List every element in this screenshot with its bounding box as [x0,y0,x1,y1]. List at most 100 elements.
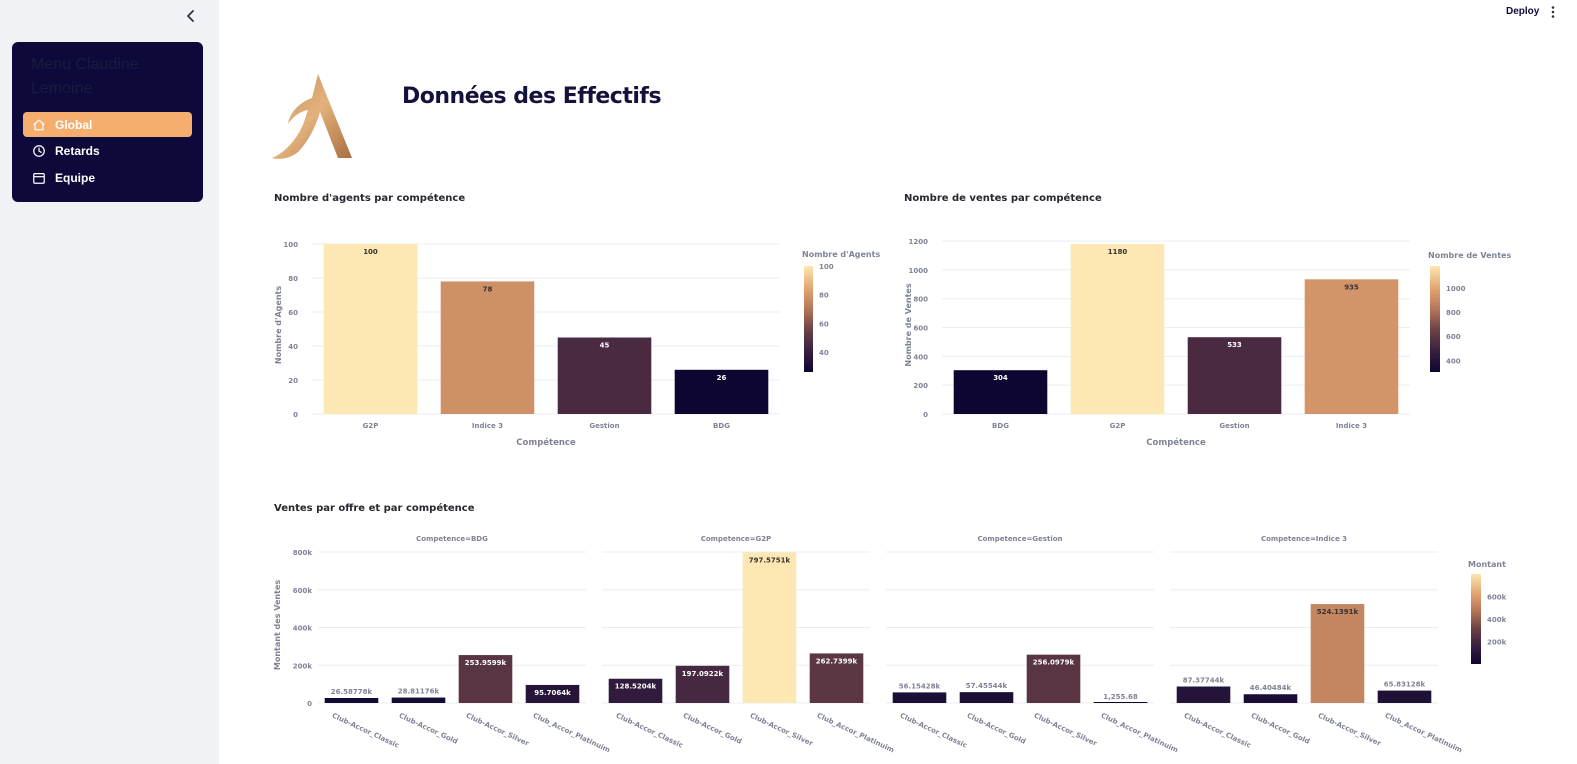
colorbar-tick-label: 1000 [1446,285,1466,293]
x-axis-label: Compétence [516,437,576,448]
x-tick-label: Club-Accor_Silver [465,712,531,748]
bar-data-label: 56.15428k [899,682,941,690]
y-tick-label: 20 [288,377,298,385]
bar-data-label: 26.58778k [331,688,373,696]
x-tick-label: Club-Accor_Classic [615,712,685,750]
x-axis-label: Compétence [1146,437,1206,448]
page-title: Données des Effectifs [402,84,662,109]
accor-logo [272,74,352,159]
bar [953,370,1048,414]
bar [959,692,1014,703]
kebab-menu-icon[interactable] [1547,5,1559,19]
colorbar-tick-label: 400 [1446,357,1461,365]
y-tick-label: 1200 [909,238,929,246]
colorbar-title: Montant [1468,560,1506,569]
x-tick-label: G2P [1110,422,1126,430]
x-tick-label: Club_Accor_Platinuim [816,712,896,755]
bar [675,665,730,703]
x-tick-label: Club-Accor_Silver [1033,712,1099,748]
y-tick-label: 0 [923,411,928,419]
y-axis-label: Montant des Ventes [273,580,282,671]
x-tick-label: Club-Accor_Silver [1317,712,1383,748]
sidebar: Menu Claudine Lemoine Global Retards Equ… [0,0,219,764]
bar-data-label: 57.45544k [966,682,1008,690]
sidebar-item-global[interactable]: Global [23,112,192,137]
y-axis-label: Nombre d'Agents [274,286,283,364]
bar [1026,654,1081,703]
bar [1093,702,1148,703]
x-tick-label: Club-Accor_Classic [899,712,969,750]
x-tick-label: Club-Accor_Classic [331,712,401,750]
bar [1304,279,1399,414]
ventes-bar-chart: Nombre de Ventes Compétence Nombre de Ve… [904,238,1511,448]
bar [608,678,663,703]
bar-data-label: 128.5204k [615,683,657,691]
bar-data-label: 256.0979k [1033,659,1075,667]
x-tick-label: Club-Accor_Gold [682,712,743,746]
bar-data-label: 78 [483,285,493,293]
colorbar-tick-label: 200k [1487,639,1507,647]
option-menu: Menu Claudine Lemoine Global Retards Equ… [12,42,203,202]
chart-title: Ventes par offre et par compétence [274,503,475,514]
bar [391,697,446,703]
x-tick-label: G2P [363,422,379,430]
bar [892,692,947,703]
x-tick-label: Club-Accor_Classic [1183,712,1253,750]
chart-title: Nombre de ventes par compétence [904,193,1102,204]
x-tick-label: Club-Accor_Gold [1250,712,1311,746]
bar-data-label: 65.83128k [1384,681,1426,689]
bar-data-label: 45 [600,342,610,350]
bar-data-label: 95.7064k [534,689,571,697]
facet-title: Competence=G2P [701,535,772,543]
bar [323,244,418,414]
bar [674,369,769,414]
colorbar-tick-label: 40 [819,349,829,357]
sidebar-item-label: Equipe [55,170,96,185]
bar-data-label: 262.7399k [816,657,858,665]
facet-title: Competence=Indice 3 [1261,535,1347,543]
colorbar [1430,266,1440,372]
x-tick-label: Club-Accor_Silver [749,712,815,748]
y-tick-label: 800 [913,296,928,304]
y-tick-label: 600 [913,325,928,333]
x-tick-label: Indice 3 [472,422,503,430]
bar [440,281,535,414]
facet-title: Competence=Gestion [977,535,1062,543]
menu-title: Menu Claudine Lemoine [31,56,139,97]
x-tick-label: Club_Accor_Platinuim [1100,712,1180,755]
deploy-button[interactable]: Deploy [1506,6,1540,17]
bar [1176,686,1231,703]
colorbar-tick-label: 400k [1487,616,1507,624]
bar-data-label: 46.40484k [1250,684,1292,692]
y-tick-label: 400k [293,625,313,633]
y-tick-label: 0 [293,411,298,419]
colorbar-tick-label: 600 [1446,333,1461,341]
sidebar-item-retards[interactable]: Retards [23,138,192,163]
calendar-icon [33,172,45,184]
colorbar-tick-label: 600k [1487,593,1507,601]
x-tick-label: Indice 3 [1336,422,1367,430]
colorbar [804,266,813,372]
bar [1187,337,1282,414]
colorbar-title: Nombre d'Agents [802,250,880,259]
bar-data-label: 253.9599k [465,659,507,667]
bar-data-label: 304 [993,374,1008,382]
y-tick-label: 40 [288,343,298,351]
bar [458,655,513,703]
bar-data-label: 1180 [1108,248,1128,256]
x-tick-label: Club-Accor_Gold [966,712,1027,746]
y-tick-label: 200 [913,382,928,390]
colorbar-tick-label: 60 [819,320,829,328]
sidebar-item-label: Global [55,117,93,132]
sidebar-item-label: Retards [55,143,100,158]
bar-data-label: 797.5751k [749,556,791,564]
sidebar-item-equipe[interactable]: Equipe [23,165,192,190]
ventes-offre-faceted-bar-chart: Montant des Ventes Montant 0 200k 400k 600k… [273,535,1507,755]
colorbar-title: Nombre de Ventes [1428,251,1511,260]
bar-data-label: 28.81176k [398,688,440,696]
bar-data-label: 533 [1227,341,1242,349]
y-axis-label: Nombre de Ventes [904,283,913,366]
x-tick-label: Gestion [1219,422,1249,430]
chevron-left-icon[interactable] [183,8,199,24]
bar [525,684,580,703]
